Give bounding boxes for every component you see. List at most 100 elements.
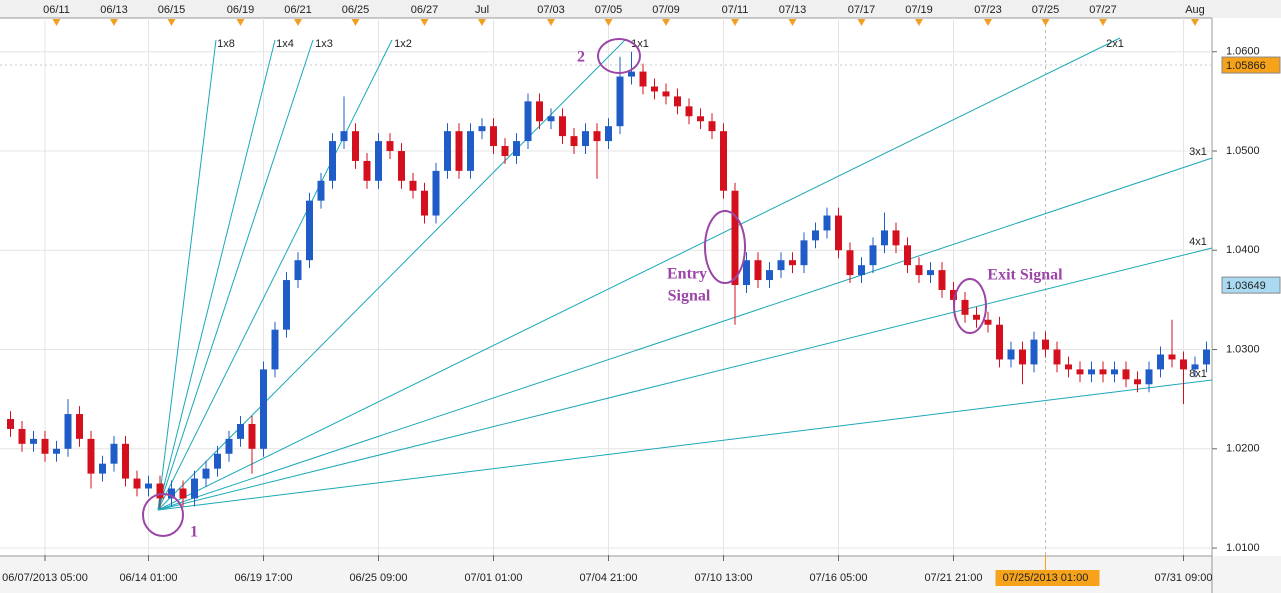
candle-body [743, 260, 750, 286]
candle-body [260, 369, 267, 449]
price-marker-label: 1.05866 [1226, 60, 1266, 72]
candle-body [605, 126, 612, 142]
candle-body [1157, 354, 1164, 370]
candle-body [41, 438, 49, 454]
candle-body [283, 280, 290, 330]
y-tick-label: 1.0600 [1226, 46, 1260, 58]
top-date-label: 07/19 [905, 4, 933, 16]
candle-body [76, 414, 83, 439]
candle-body [145, 483, 152, 489]
point-2-circle [597, 38, 641, 74]
fan-line [157, 37, 1121, 511]
x-tick-label: 07/21 21:00 [924, 572, 982, 584]
candle-body [685, 106, 693, 117]
candle-body [409, 180, 417, 191]
candle-body [697, 116, 704, 122]
top-date-label: 06/25 [342, 4, 370, 16]
y-tick-label: 1.0200 [1226, 443, 1260, 455]
date-marker [478, 19, 486, 26]
candle-body [869, 245, 877, 266]
candle-body [1122, 369, 1130, 380]
candle-body [662, 91, 670, 97]
date-marker [167, 19, 176, 26]
date-marker [52, 19, 61, 26]
price-marker-box [1221, 276, 1281, 294]
candle-body [122, 443, 129, 479]
candle-body [444, 131, 451, 171]
fan-line [157, 39, 276, 511]
fan-line [157, 39, 626, 511]
candle-body [1065, 364, 1072, 370]
top-date-label: 07/27 [1089, 4, 1117, 16]
candle-body [156, 483, 164, 499]
x-tick-label: 07/01 01:00 [464, 572, 522, 584]
candle-body [168, 488, 175, 499]
date-marker [110, 19, 118, 26]
candle-body [547, 116, 555, 122]
point-label: 2 [577, 49, 585, 66]
x-tick-label: 07/04 21:00 [579, 572, 637, 584]
candle-body [708, 121, 716, 132]
candle-body [110, 443, 118, 464]
candle-body [202, 468, 210, 479]
x-tick-label: 06/14 01:00 [119, 572, 177, 584]
candle-body [973, 314, 980, 320]
candle-body [996, 324, 1003, 360]
fan-line [157, 157, 1213, 511]
x-tick-label: 07/10 13:00 [694, 572, 752, 584]
candle-body [536, 101, 543, 122]
candle-body [248, 423, 256, 449]
candle-body [524, 101, 532, 142]
candles [7, 51, 1210, 509]
candle-body [582, 131, 589, 147]
candle-body [1019, 349, 1026, 365]
exit-signal-label: Exit Signal [987, 267, 1063, 284]
candle-body [1030, 339, 1038, 365]
y-tick-label: 1.0500 [1226, 145, 1260, 157]
candle-body [1007, 349, 1015, 360]
x-tick-label: 07/25/2013 01:00 [1003, 572, 1089, 584]
candle-body [766, 270, 773, 281]
date-marker [547, 19, 555, 26]
top-date-strip [0, 0, 1281, 18]
date-marker [604, 19, 613, 26]
candle-body [731, 190, 739, 286]
fan-line [157, 39, 217, 511]
candle-body [513, 141, 520, 156]
candle-body [858, 265, 865, 276]
candle-body [1088, 369, 1095, 375]
date-marker [1041, 19, 1050, 26]
fan-line [157, 247, 1213, 511]
candle-body [754, 260, 762, 281]
top-date-label: 06/21 [284, 4, 312, 16]
candle-body [628, 71, 635, 77]
candle-body [294, 260, 302, 281]
highlight-box [995, 570, 1100, 586]
date-marker [857, 19, 866, 26]
candle-body [616, 76, 624, 127]
top-date-label: Jul [475, 4, 489, 16]
entry-signal-label: Signal [668, 288, 711, 305]
exit-circle [953, 278, 987, 334]
date-marker [788, 19, 797, 26]
candle-body [938, 270, 946, 290]
date-marker [984, 19, 992, 26]
entry-signal-label: Entry [667, 266, 707, 283]
x-tick-label: 06/25 09:00 [349, 572, 407, 584]
candle-body [846, 250, 854, 276]
date-marker [662, 19, 670, 26]
x-tick-label: 06/07/2013 05:00 [2, 572, 88, 584]
x-tick-label: 07/31 09:00 [1154, 572, 1212, 584]
candle-body [99, 463, 106, 474]
date-marker [1099, 19, 1107, 26]
candle-body [398, 151, 405, 181]
candle-body [7, 419, 14, 429]
candle-body [1168, 354, 1176, 360]
top-date-label: 06/11 [43, 4, 70, 16]
top-date-label: 06/15 [158, 4, 186, 16]
x-tick-label: 07/16 05:00 [809, 572, 867, 584]
candle-body [53, 448, 60, 454]
fan-label: 1x3 [315, 38, 333, 50]
